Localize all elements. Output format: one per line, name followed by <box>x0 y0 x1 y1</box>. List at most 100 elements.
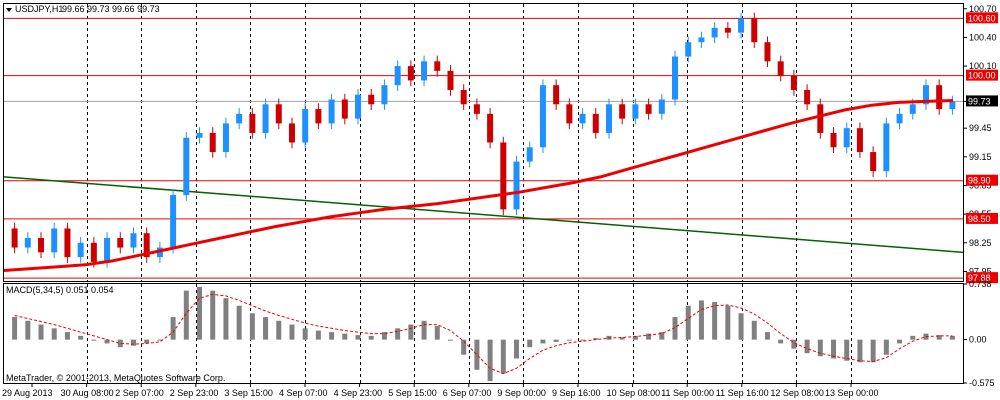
candle-body <box>619 104 626 119</box>
candle-body <box>460 89 467 105</box>
time-axis: 29 Aug 2013 30 Aug 08:00 2 Sep 07:00 2 Sep … <box>2 383 879 398</box>
macd-bar <box>381 332 387 340</box>
candle-body <box>64 228 71 258</box>
time-tick-label: 30 Aug 08:00 <box>61 388 114 398</box>
time-tick-label: 2 Sep 07:00 <box>115 388 164 398</box>
macd-bar <box>685 305 691 340</box>
macd-bar <box>144 339 150 344</box>
candle-body <box>513 161 520 210</box>
macd-bar <box>936 335 942 340</box>
price-tick-label: 100.70 <box>969 4 997 14</box>
candle-body <box>724 27 731 33</box>
candle-body <box>143 233 150 258</box>
macd-bar <box>500 339 506 374</box>
macd-bar <box>434 326 440 340</box>
candle-body <box>936 85 943 110</box>
macd-bar <box>553 339 559 342</box>
candles <box>11 12 956 268</box>
macd-bar <box>276 320 282 340</box>
candle-body <box>394 66 401 86</box>
macd-bar <box>540 339 546 344</box>
candle-body <box>605 104 612 133</box>
candle-body <box>672 56 679 100</box>
candle-body <box>447 70 454 90</box>
candle-body <box>553 85 560 105</box>
macd-bar <box>12 317 18 340</box>
macd-bar <box>897 339 903 344</box>
candle-body <box>196 132 203 138</box>
candle-body <box>222 123 229 153</box>
price-tick-label: 100.10 <box>969 61 997 71</box>
macd-bar <box>91 339 97 341</box>
chart-ohlc: 99.66 99.73 99.66 99.73 <box>62 4 160 14</box>
macd-bar <box>183 290 189 340</box>
price-tick-label: 98.25 <box>969 238 992 248</box>
time-tick-label: 11 Sep 00:00 <box>661 388 714 398</box>
macd-label: MACD(5,34,5) 0.051 0.054 <box>6 285 114 295</box>
macd-bar <box>170 317 176 340</box>
time-tick-label: 11 Sep 16:00 <box>716 388 769 398</box>
macd-bar <box>949 335 955 340</box>
candle-body <box>434 61 441 71</box>
candle-body <box>77 242 84 258</box>
macd-bar <box>698 300 704 340</box>
candle-body <box>341 99 348 119</box>
macd-bar <box>791 339 797 349</box>
candle-body <box>183 137 190 196</box>
macd-histogram <box>12 286 955 382</box>
candle-body <box>315 109 322 124</box>
macd-bar <box>870 339 876 363</box>
candle-body <box>328 99 335 124</box>
macd-bar <box>778 339 784 344</box>
price-tick-label: 97.95 <box>969 266 992 276</box>
copyright-text: MetaTrader, © 2001-2013, MetaQuotes Soft… <box>6 373 225 383</box>
candle-body <box>856 128 863 153</box>
candle-body <box>209 132 216 153</box>
candle-body <box>38 238 45 253</box>
candle-body <box>566 104 573 124</box>
macd-bar <box>51 328 57 340</box>
macd-bar <box>104 339 110 344</box>
macd-bar <box>408 324 414 340</box>
macd-bar <box>619 337 625 340</box>
candle-body <box>355 94 362 119</box>
price-tag <box>966 272 998 284</box>
chart-symbol: USDJPY,H1 <box>15 4 63 14</box>
macd-bar <box>751 320 757 340</box>
macd-bar <box>342 333 348 340</box>
candle-body <box>104 238 111 262</box>
macd-bar <box>725 305 731 340</box>
macd-bar <box>249 313 255 340</box>
macd-bar <box>580 339 586 341</box>
candle-body <box>262 104 269 133</box>
macd-bar <box>421 320 427 340</box>
candle-body <box>407 66 414 81</box>
macd-bar <box>368 335 374 340</box>
candle-body <box>658 99 665 114</box>
macd-bar <box>130 339 136 346</box>
price-tag <box>966 12 998 24</box>
time-tick-label: 4 Sep 23:00 <box>334 388 383 398</box>
candle-body <box>870 152 877 172</box>
candle-body <box>421 61 428 81</box>
price-tag-label: 100.60 <box>968 13 996 23</box>
main-chart-frame <box>3 3 964 282</box>
macd-bar <box>831 339 837 359</box>
time-tick-label: 12 Sep 08:00 <box>770 388 824 398</box>
candle-body <box>698 37 705 43</box>
price-tags: 100.60 100.00 99.73 98.90 98.50 97.88 <box>966 12 998 284</box>
macd-bar <box>672 317 678 340</box>
candle-body <box>685 42 692 57</box>
macd-bar <box>738 313 744 340</box>
candle-body <box>751 18 758 43</box>
macd-axis: 0.738 0.00 -0.575 <box>963 279 995 388</box>
chart-grid <box>4 4 963 383</box>
candle-body <box>500 142 507 210</box>
candle-body <box>896 113 903 124</box>
menu-triangle-icon[interactable] <box>6 8 12 12</box>
macd-bar <box>632 335 638 340</box>
macd-bar <box>447 339 453 341</box>
macd-bar <box>461 339 467 355</box>
candle-body <box>804 89 811 105</box>
